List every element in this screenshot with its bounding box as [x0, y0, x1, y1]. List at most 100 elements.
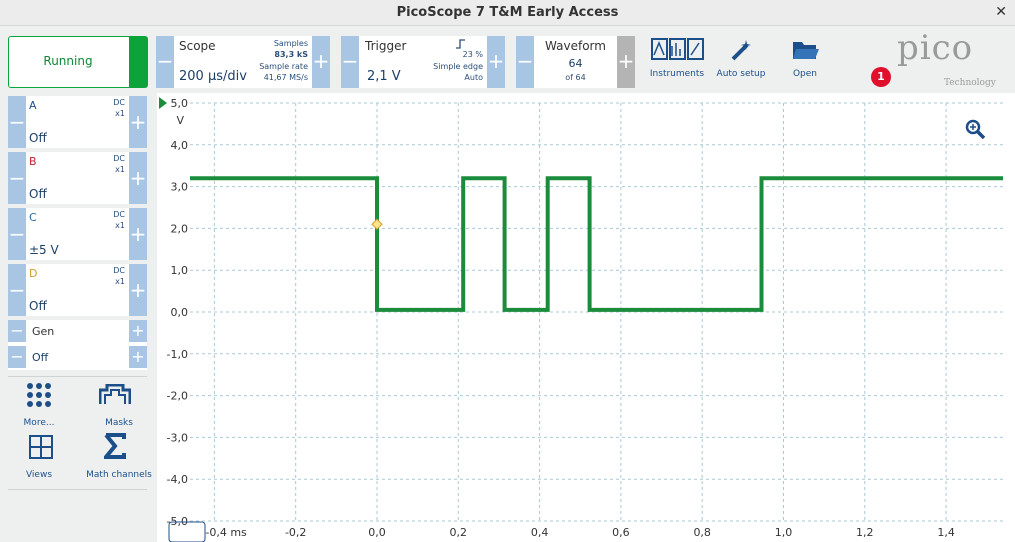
gen-plus[interactable]: + [129, 346, 147, 368]
waveform-label: Waveform [545, 39, 606, 53]
gen-box: − + − + Gen Off [8, 320, 147, 370]
icon-part [27, 383, 51, 407]
channel-coupling: DC [113, 266, 125, 275]
close-button[interactable]: ✕ [995, 4, 1007, 20]
channel-box: − + C DC x1 ±5 V [8, 208, 147, 260]
channel-box: − + B DC x1 Off [8, 152, 147, 204]
x-tick-label: 1,0 [775, 526, 793, 539]
y-tick-label: -3,0 [167, 431, 188, 444]
x-tick-label: 1,2 [856, 526, 874, 539]
status-text: Running [43, 54, 93, 68]
icon-part [27, 392, 33, 398]
channel-name: A [29, 99, 37, 112]
channel-minus[interactable]: − [8, 96, 26, 148]
trigger-label: Trigger [365, 39, 407, 53]
channel-range: ±5 V [29, 243, 59, 257]
scope-minus[interactable]: − [156, 36, 174, 88]
channel-plus[interactable]: + [129, 152, 147, 204]
channel-name: C [29, 211, 37, 224]
channel-coupling: DC [113, 98, 125, 107]
status-box[interactable]: Running [8, 36, 148, 88]
channel-minus[interactable]: − [8, 208, 26, 260]
rate-value: 41,67 MS/s [263, 73, 308, 82]
channel-panel: − + A DC x1 Off − + B DC x1 Off − + C DC x1 ±5 V − + D DC x1 Of… [0, 93, 155, 542]
scope-box: Scope 200 µs/div Samples 83,3 kS Sample … [174, 36, 312, 88]
channel-plus[interactable]: + [129, 264, 147, 316]
trigger-plus[interactable]: + [487, 36, 505, 88]
trigger-box: Trigger 2,1 V 23 % Simple edge Auto [359, 36, 487, 88]
channel-box: − + A DC x1 Off [8, 96, 147, 148]
gen-minus[interactable]: − [8, 320, 26, 342]
channel-coupling: DC [113, 210, 125, 219]
x-tick-label: -0,2 [285, 526, 306, 539]
tool-icon[interactable] [98, 383, 132, 410]
separator [8, 376, 147, 377]
channel-minus[interactable]: − [8, 152, 26, 204]
zoom-plus [970, 124, 976, 130]
channel-probe: x1 [115, 165, 125, 174]
separator [8, 489, 147, 490]
instruments-icon[interactable] [651, 38, 705, 62]
channel-name: D [29, 267, 38, 280]
icon-part [98, 383, 132, 404]
gen-plus[interactable]: + [129, 320, 147, 342]
tool-button[interactable]: Math channels [86, 470, 152, 480]
y-tick-label: 4,0 [171, 139, 189, 152]
toolbar-button[interactable]: Auto setup [716, 69, 766, 79]
tool-button[interactable]: More... [23, 418, 55, 428]
icon-part [45, 383, 51, 389]
trigger-mode: Auto [464, 73, 483, 82]
title-bar: PicoScope 7 T&M Early Access [0, 0, 1015, 26]
channel-probe: x1 [115, 109, 125, 118]
tool-icon[interactable] [101, 433, 126, 463]
logo: pico [897, 28, 974, 68]
gen-minus[interactable]: − [8, 346, 26, 368]
notification-badge[interactable]: 1 [871, 67, 891, 87]
gen-value: Off [32, 351, 49, 364]
open-icon[interactable] [792, 39, 820, 61]
samples-label: Samples [273, 39, 308, 48]
tool-button[interactable]: Masks [105, 418, 133, 428]
icon-part [101, 433, 126, 459]
y-tick-label: -4,0 [167, 473, 188, 486]
rate-label: Sample rate [259, 62, 308, 71]
y-tick-label: 2,0 [171, 222, 189, 235]
channel-range: Off [29, 299, 47, 313]
channel-plus[interactable]: + [129, 208, 147, 260]
tool-icon[interactable] [26, 382, 52, 412]
status-strip [129, 37, 147, 87]
icon-part [36, 401, 42, 407]
time-marker [168, 521, 206, 542]
channel-coupling: DC [113, 154, 125, 163]
x-tick-label: 1,4 [937, 526, 955, 539]
channel-box: − + D DC x1 Off [8, 264, 147, 316]
auto-setup-icon[interactable] [730, 38, 754, 62]
waveform-box: Waveform 64 of 64 [534, 36, 617, 88]
tool-icon[interactable] [29, 435, 53, 463]
waveform-value: 64 [568, 57, 583, 70]
toolbar-button[interactable]: Open [792, 69, 818, 79]
channel-minus[interactable]: − [8, 264, 26, 316]
channel-plus[interactable]: + [129, 96, 147, 148]
waveform-plus[interactable]: + [617, 36, 635, 88]
waveform-minus[interactable]: − [516, 36, 534, 88]
y-tick-label: -2,0 [167, 390, 188, 403]
logo-sub: Technology [944, 78, 996, 88]
zoom-lens [965, 119, 981, 135]
trigger-minus[interactable]: − [341, 36, 359, 88]
toolbar: Running − Scope 200 µs/div Samples 83,3 … [0, 26, 1015, 93]
toolbar-button[interactable]: Instruments [649, 69, 705, 79]
scope-plus[interactable]: + [312, 36, 330, 88]
icon-part [36, 392, 42, 398]
x-tick-label: -0,4 ms [205, 526, 247, 539]
icon-part [45, 392, 51, 398]
scope-value: 200 µs/div [179, 69, 247, 84]
tool-button[interactable]: Views [25, 470, 53, 480]
x-tick-label: 0,0 [368, 526, 386, 539]
zoom-button[interactable] [965, 119, 986, 140]
trigger-value: 2,1 V [367, 69, 401, 84]
y-tick-label: 1,0 [171, 264, 189, 277]
trigger-marker [371, 218, 383, 230]
icon-part [98, 383, 132, 404]
channel-range: Off [29, 187, 47, 201]
